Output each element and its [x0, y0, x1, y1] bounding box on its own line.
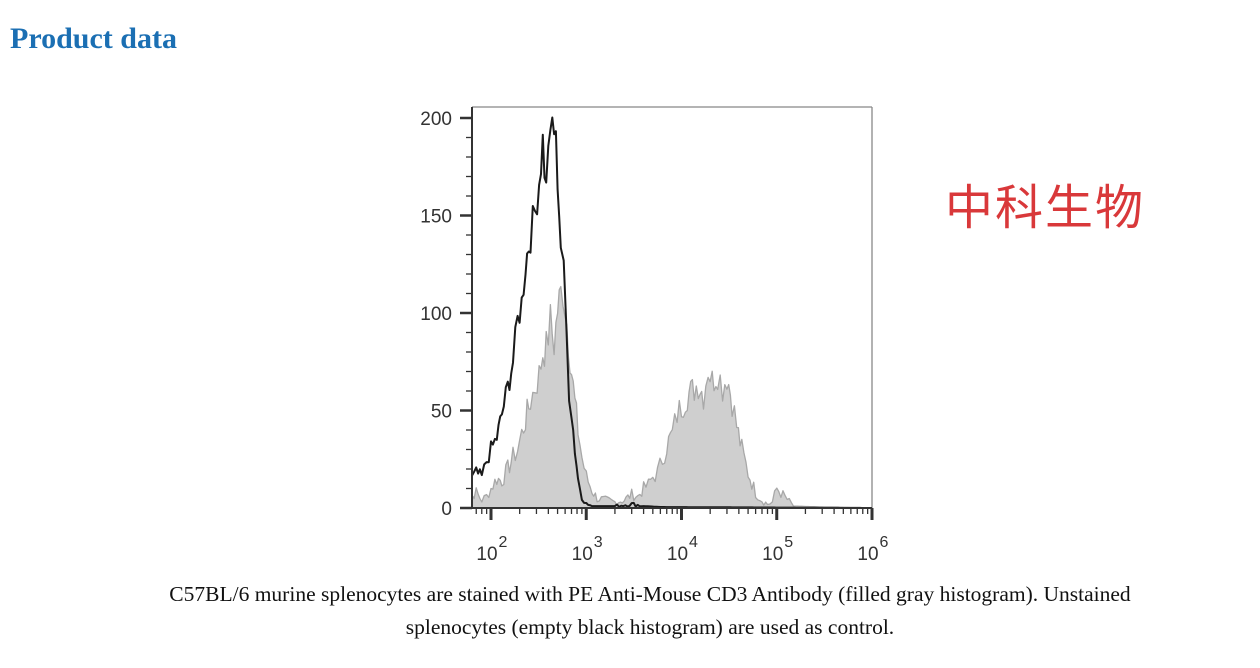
y-tick-label: 100: [420, 304, 452, 325]
watermark-text: 中科生物: [945, 180, 1146, 236]
plot-frame: [472, 106, 873, 508]
caption-line-2: splenocytes (empty black histogram) are …: [405, 615, 895, 639]
x-tick-exponent: 4: [689, 534, 698, 551]
x-tick-exponent: 2: [499, 534, 508, 551]
x-tick-label: 10: [857, 544, 878, 565]
x-tick-label: 10: [572, 544, 593, 565]
y-tick-label: 0: [441, 499, 452, 520]
x-tick-label: 10: [476, 544, 497, 565]
y-tick-label: 50: [431, 402, 452, 423]
x-tick-label: 10: [667, 544, 688, 565]
series-layer: [471, 116, 873, 509]
y-tick-label: 200: [420, 109, 452, 130]
y-tick-label: 150: [420, 207, 452, 228]
x-tick-exponent: 5: [784, 534, 793, 551]
x-tick-exponent: 6: [880, 534, 889, 551]
stained-histogram: [471, 285, 873, 509]
section-title: Product data: [10, 22, 177, 55]
figure-caption: C57BL/6 murine splenocytes are stained w…: [40, 578, 1260, 644]
caption-line-1: C57BL/6 murine splenocytes are stained w…: [169, 582, 1131, 606]
x-tick-exponent: 3: [594, 534, 603, 551]
x-tick-label: 10: [762, 544, 783, 565]
